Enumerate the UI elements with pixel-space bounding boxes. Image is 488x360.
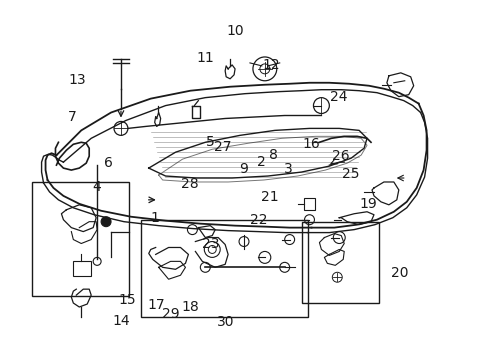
Text: 6: 6 bbox=[104, 156, 113, 170]
Text: 24: 24 bbox=[330, 90, 347, 104]
Text: 10: 10 bbox=[225, 24, 243, 38]
Text: 16: 16 bbox=[302, 136, 320, 150]
Text: 3: 3 bbox=[283, 162, 292, 176]
Text: 5: 5 bbox=[206, 135, 214, 149]
Text: 30: 30 bbox=[217, 315, 234, 329]
Bar bbox=[32, 182, 129, 296]
Text: 15: 15 bbox=[118, 293, 136, 307]
Text: 18: 18 bbox=[181, 300, 199, 314]
Text: 8: 8 bbox=[268, 148, 278, 162]
Text: 2: 2 bbox=[257, 155, 265, 169]
Circle shape bbox=[101, 217, 111, 227]
Text: 23: 23 bbox=[202, 237, 219, 251]
Text: 17: 17 bbox=[147, 298, 164, 312]
Text: 22: 22 bbox=[250, 213, 267, 227]
Text: 29: 29 bbox=[162, 307, 179, 321]
Text: 27: 27 bbox=[213, 140, 231, 154]
Text: 25: 25 bbox=[342, 167, 359, 181]
Bar bbox=[73, 261, 91, 276]
Text: 13: 13 bbox=[68, 73, 86, 87]
Text: 20: 20 bbox=[390, 266, 407, 280]
Text: 9: 9 bbox=[239, 162, 247, 176]
Text: 7: 7 bbox=[68, 111, 77, 125]
Text: 21: 21 bbox=[261, 190, 278, 204]
Text: 12: 12 bbox=[262, 58, 280, 72]
Bar bbox=[141, 220, 307, 317]
Text: 14: 14 bbox=[112, 314, 129, 328]
Text: 19: 19 bbox=[359, 197, 376, 211]
Bar bbox=[303, 198, 315, 210]
Bar bbox=[301, 222, 378, 303]
Text: 1: 1 bbox=[150, 211, 159, 225]
Text: 28: 28 bbox=[181, 176, 199, 190]
Text: 4: 4 bbox=[92, 180, 101, 194]
Text: 11: 11 bbox=[196, 51, 214, 65]
Text: 26: 26 bbox=[331, 149, 348, 163]
